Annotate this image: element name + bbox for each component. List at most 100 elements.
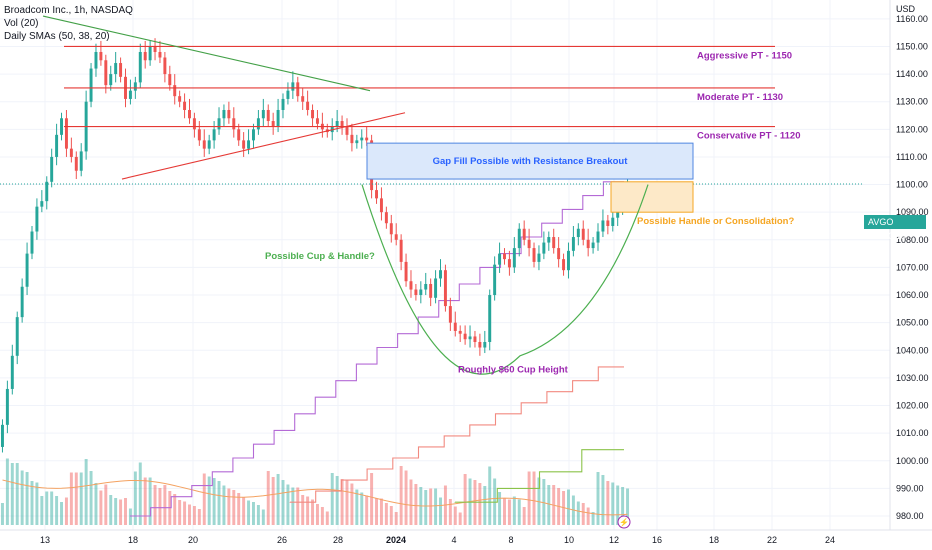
volume-bar [64,497,68,525]
candle-body [30,231,34,254]
volume-bar [375,498,378,525]
volume-bar [586,507,590,525]
candle-body [453,322,457,331]
candle-body [163,57,167,75]
candle-body [399,239,403,262]
volume-bar [498,492,502,525]
candle-body [188,109,191,119]
candle-body [276,109,280,127]
candle-body [517,228,521,249]
price-tick-label: 1040.00 [896,345,929,355]
volume-bar [74,472,78,525]
volume-bar [626,488,630,525]
volume-bar [256,505,260,525]
volume-bar [453,506,457,525]
price-tick-label: 1010.00 [896,428,929,438]
volume-bar [148,477,152,525]
last-price-value: 1100.19 [874,231,906,241]
volume-bar [237,493,241,525]
time-tick-label: 26 [277,535,287,545]
candle-body [375,190,378,199]
volume-bar [596,472,600,525]
price-tick-label: 1020.00 [896,401,929,411]
volume-bar [89,471,93,525]
volume-bar [252,502,255,525]
volume-bar [192,506,196,525]
time-tick-label: 24 [825,535,835,545]
volume-bar [217,481,221,525]
candle-body [306,101,310,110]
candle-body [114,63,118,75]
candle-body [40,201,44,207]
candle-body [360,137,364,141]
bolt-icon [617,515,631,529]
candle-body [547,237,551,243]
volume-bar [389,506,393,525]
candle-body [616,209,620,218]
volume-bar [567,489,570,525]
volume-bar [350,483,354,525]
volume-bar [247,500,251,525]
volume-bar [325,511,329,525]
candle-body [350,134,354,144]
candle-body [384,212,388,224]
volume-bar [40,496,44,525]
volume-bar [537,477,541,525]
volume-bar [69,472,73,525]
volume-bar [30,481,34,525]
price-target-label: Aggressive PT - 1150 [697,50,792,61]
candle-body [611,217,615,226]
bolt-icon-glyph: ⚡ [619,517,629,527]
candle-body [202,140,206,149]
candle-body [173,85,177,97]
volume-bar [315,504,319,525]
volume-indicator-label[interactable]: Vol (20) [4,18,39,29]
candle-body [291,82,295,91]
last-price-tag: AVGO 1100.19 [864,215,926,241]
candle-body [50,156,54,182]
volume-bar [448,499,452,525]
volume-bar [429,488,433,525]
volume-bar [158,488,162,525]
volume-bar [183,501,187,525]
candle-body [192,118,196,130]
volume-bar [301,495,305,525]
volume-bar [261,509,265,525]
sma-38-line [289,366,624,503]
candle-body [301,96,305,102]
candle-body [212,129,216,141]
candle-body [128,90,132,99]
candle-body [89,68,93,102]
candle-body [237,129,241,141]
candle-body [581,228,585,240]
sma-50-line [130,181,624,517]
sma-indicator-label[interactable]: Daily SMAs (50, 38, 20) [4,31,110,42]
candle-body [443,270,447,307]
candle-body [434,278,438,298]
candle-body [252,129,255,141]
volume-bar [266,471,270,525]
candle-body [5,388,9,425]
volume-bar [576,501,580,525]
time-tick-label: 8 [508,535,513,545]
price-tick-label: 1050.00 [896,318,929,328]
candle-body [148,46,152,61]
price-tick-label: 990.00 [896,483,924,493]
candle-body [512,248,516,268]
volume-bar [286,484,290,525]
volume-bar [45,491,49,525]
volume-bar [547,485,551,525]
price-target-label: Moderate PT - 1130 [697,92,783,103]
candle-body [109,74,113,86]
handle-label: Possible Handle or Consolidation? [637,216,794,227]
volume-bar [522,507,526,525]
candle-body [591,242,595,249]
volume-bar [434,488,438,525]
candle-body [394,234,398,240]
volume-bar [296,487,300,525]
candle-body [493,264,497,296]
volume-bar [99,490,103,525]
volume-bar [79,472,83,525]
volume-bar [581,503,585,525]
